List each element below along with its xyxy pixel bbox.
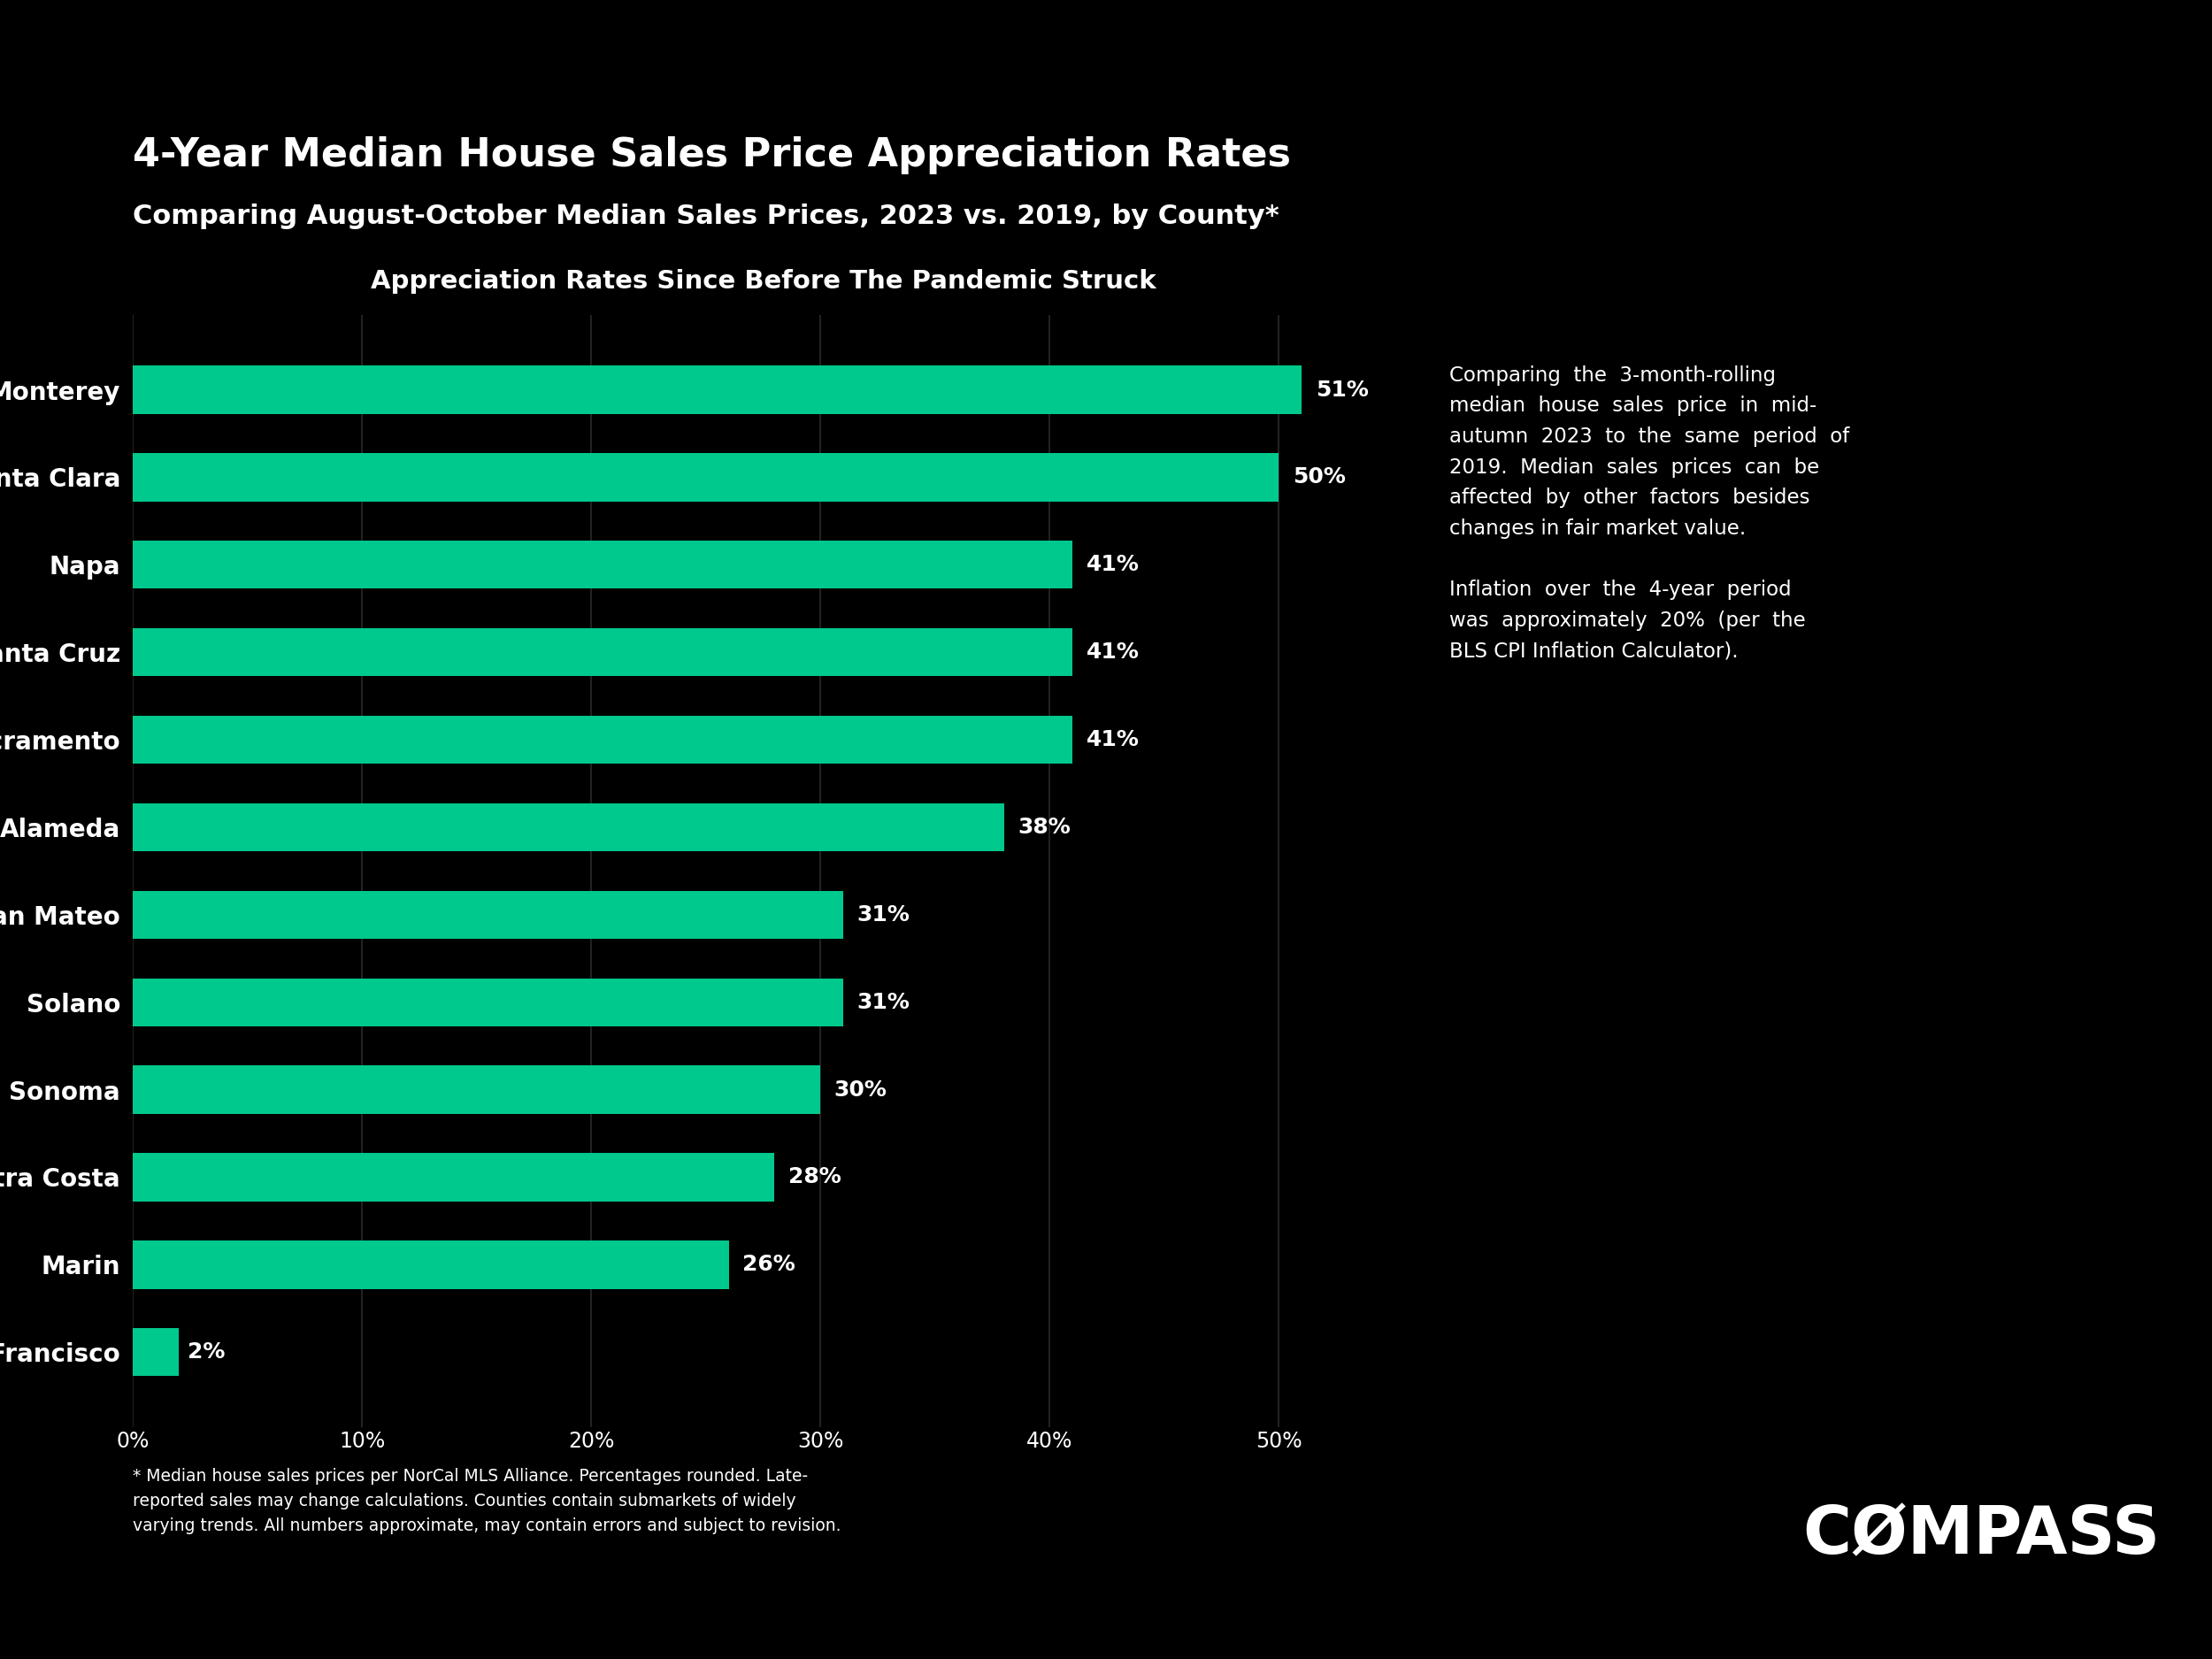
Text: 26%: 26% <box>743 1254 796 1276</box>
Bar <box>133 1153 774 1201</box>
Bar <box>133 803 1004 851</box>
Text: 41%: 41% <box>1086 554 1139 576</box>
Text: 41%: 41% <box>1086 728 1139 750</box>
Text: 28%: 28% <box>787 1166 841 1188</box>
Bar <box>133 629 1073 677</box>
Bar <box>133 541 1073 589</box>
Text: 41%: 41% <box>1086 642 1139 664</box>
Text: 30%: 30% <box>834 1078 887 1100</box>
Text: 50%: 50% <box>1292 466 1345 488</box>
Bar <box>133 979 843 1027</box>
Text: 31%: 31% <box>856 904 909 926</box>
Bar <box>133 715 1073 763</box>
Bar <box>133 1329 179 1377</box>
Text: 51%: 51% <box>1316 380 1369 400</box>
Text: Comparing  the  3-month-rolling
median  house  sales  price  in  mid-
autumn  20: Comparing the 3-month-rolling median hou… <box>1449 365 1849 662</box>
Bar <box>133 891 843 939</box>
Text: 31%: 31% <box>856 992 909 1014</box>
Text: Comparing August-October Median Sales Prices, 2023 vs. 2019, by County*: Comparing August-October Median Sales Pr… <box>133 204 1279 229</box>
Text: 38%: 38% <box>1018 816 1071 838</box>
Title: Appreciation Rates Since Before The Pandemic Struck: Appreciation Rates Since Before The Pand… <box>369 269 1157 294</box>
Text: 4-Year Median House Sales Price Appreciation Rates: 4-Year Median House Sales Price Apprecia… <box>133 136 1292 174</box>
Bar <box>133 1065 821 1113</box>
Bar <box>133 453 1279 501</box>
Text: CØMPASS: CØMPASS <box>1803 1503 2161 1568</box>
Text: * Median house sales prices per NorCal MLS Alliance. Percentages rounded. Late-
: * Median house sales prices per NorCal M… <box>133 1468 841 1535</box>
Bar <box>133 365 1303 413</box>
Text: 2%: 2% <box>188 1342 226 1362</box>
Bar <box>133 1241 728 1289</box>
